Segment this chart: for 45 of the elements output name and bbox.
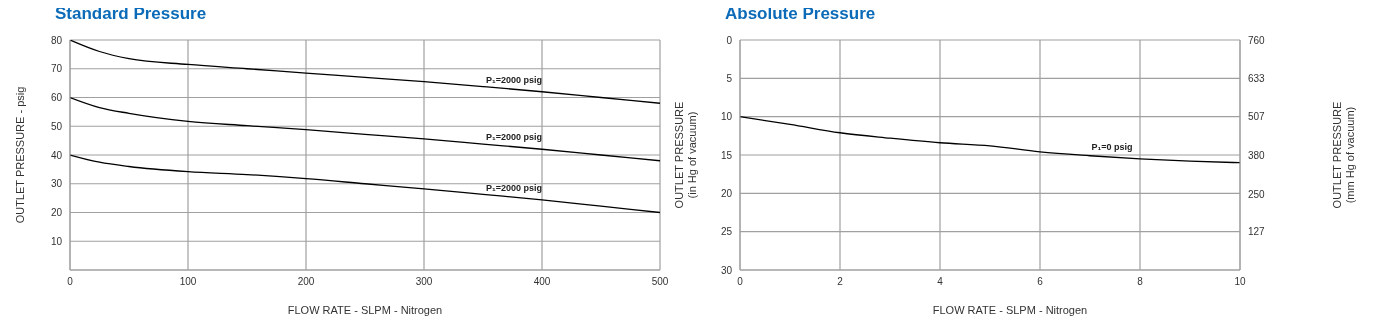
x-tick-label: 10 <box>1234 276 1246 288</box>
y-tick-label: 0 <box>726 34 733 46</box>
y-axis-title: OUTLET PRESSURE - psig <box>13 86 27 224</box>
x-tick-label: 100 <box>179 276 197 288</box>
y2-axis-title: OUTLET PRESSURE (mm Hg of vacuum) <box>1331 101 1357 209</box>
x-tick-label: 0 <box>67 276 74 288</box>
y-tick-label: 50 <box>50 120 63 132</box>
x-tick-label: 400 <box>533 276 551 288</box>
y2-tick-label: 380 <box>1248 149 1266 161</box>
x-tick-label: 8 <box>1137 276 1144 288</box>
y-tick-label: 70 <box>50 63 63 75</box>
line-series <box>740 116 1240 164</box>
y-tick-label: 30 <box>50 178 63 190</box>
series-label: P₁=2000 psig <box>485 74 543 85</box>
x-tick-label: 200 <box>297 276 315 288</box>
x-tick-label: 2 <box>837 276 844 288</box>
y2-tick-label: 127 <box>1248 226 1266 238</box>
x-tick-label: 6 <box>1037 276 1044 288</box>
y-tick-label: 25 <box>720 226 733 238</box>
series-label: P₁=2000 psig <box>485 132 543 143</box>
x-axis-title: FLOW RATE - SLPM - Nitrogen <box>931 304 1089 316</box>
y-axis-title: OUTLET PRESSURE (in Hg of vacuum) <box>673 101 699 209</box>
x-axis-title: FLOW RATE - SLPM - Nitrogen <box>286 304 444 316</box>
y-tick-label: 40 <box>50 149 63 161</box>
y-tick-label: 10 <box>720 111 733 123</box>
y2-tick-label: 760 <box>1248 34 1266 46</box>
y-tick-label: 60 <box>50 92 63 104</box>
y2-tick-label: 633 <box>1248 72 1266 84</box>
series-label: P₁=2000 psig <box>485 182 543 193</box>
y-tick-label: 5 <box>726 72 733 84</box>
line-series <box>70 154 660 214</box>
y-tick-label: 20 <box>720 187 733 199</box>
line-series <box>70 96 660 162</box>
x-tick-label: 500 <box>651 276 669 288</box>
y-tick-label: 30 <box>720 264 733 276</box>
series-label: P₁=0 psig <box>1091 141 1133 152</box>
x-tick-label: 4 <box>937 276 944 288</box>
y2-tick-label: 250 <box>1248 188 1266 200</box>
y-tick-label: 10 <box>50 235 63 247</box>
y-tick-label: 20 <box>50 207 63 219</box>
y-tick-label: 80 <box>50 34 63 46</box>
x-tick-label: 300 <box>415 276 433 288</box>
x-tick-label: 0 <box>737 276 744 288</box>
y-tick-label: 15 <box>720 149 733 161</box>
y2-tick-label: 507 <box>1248 111 1266 123</box>
